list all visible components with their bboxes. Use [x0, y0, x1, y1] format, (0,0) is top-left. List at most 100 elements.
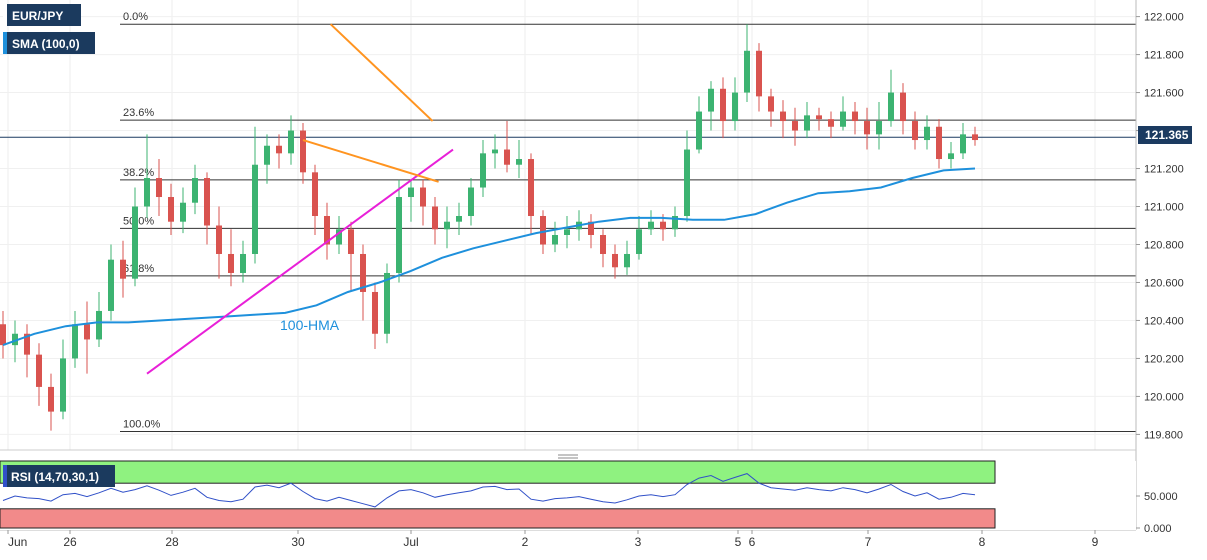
candle-body [612, 253, 618, 268]
candle-body [12, 333, 18, 346]
fib-level-label: 38.2% [123, 167, 154, 179]
pane-resize-handle[interactable] [558, 454, 578, 459]
candle-body [588, 221, 594, 235]
candle-body [372, 291, 378, 334]
candle-body [216, 225, 222, 254]
rsi-label: RSI (14,70,30,1) [11, 470, 99, 484]
candle-body [444, 221, 450, 230]
candle-body [168, 197, 174, 222]
candle-body [636, 229, 642, 254]
candle-body [864, 121, 870, 135]
rsi-line [2, 473, 976, 508]
candle-body [744, 50, 750, 93]
y-tick-label: 120.800 [1144, 239, 1184, 251]
candle-body [756, 50, 762, 97]
candle-body [552, 234, 558, 245]
candle-body [708, 88, 714, 112]
candle-body [144, 178, 150, 207]
candle-body [852, 111, 858, 122]
hma-line [2, 167, 976, 347]
y-tick-label: 122.000 [1144, 12, 1184, 24]
candle-body [108, 259, 114, 311]
candle-body [924, 126, 930, 141]
trendline-lower-orange[interactable] [302, 139, 439, 183]
candle-body [60, 358, 66, 412]
fib-level-label: 100.0% [123, 419, 161, 431]
x-tick-label: 28 [165, 535, 179, 549]
candle-body [888, 92, 894, 122]
candle-body [360, 253, 366, 292]
candle-body [336, 229, 342, 245]
rsi-y-tick-label: 0.000 [1144, 523, 1172, 535]
candle-body [672, 216, 678, 230]
candle-body [252, 164, 258, 254]
candle-body [84, 324, 90, 340]
y-tick-label: 120.000 [1144, 391, 1184, 403]
candle-body [420, 187, 426, 207]
candle-body [720, 88, 726, 122]
candle-body [780, 111, 786, 122]
y-tick-label: 121.600 [1144, 88, 1184, 100]
candle-body [288, 130, 294, 154]
candle-body [468, 187, 474, 217]
candle-body [876, 121, 882, 135]
y-tick-label: 121.000 [1144, 202, 1184, 214]
candle-body [348, 229, 354, 254]
fib-level-label: 50.0% [123, 215, 154, 227]
x-tick-label: 2 [522, 535, 529, 549]
y-tick-label: 121.800 [1144, 50, 1184, 62]
x-tick-label: 7 [865, 535, 872, 549]
sma-tag-bg[interactable] [3, 32, 95, 54]
candle-body [960, 134, 966, 154]
current-price-label: 121.365 [1145, 128, 1189, 142]
candle-body [24, 333, 30, 355]
rsi-overbought-zone [0, 460, 996, 484]
symbol-tag-swatch [3, 4, 7, 26]
candle-body [564, 229, 570, 235]
current-price-tag [1138, 126, 1192, 144]
trendline-upper-orange[interactable] [329, 23, 434, 122]
candle-body [492, 149, 498, 154]
candle-body [312, 172, 318, 217]
y-tick-label: 120.600 [1144, 277, 1184, 289]
y-tick-label: 120.200 [1144, 353, 1184, 365]
candle-body [48, 386, 54, 412]
candle-body [204, 178, 210, 226]
candle-body [480, 153, 486, 188]
x-tick-label: 26 [63, 535, 77, 549]
grid-layer [0, 0, 1136, 530]
candle-body [240, 253, 246, 273]
candle-body [228, 253, 234, 273]
candle-body [300, 130, 306, 173]
candle-body [504, 149, 510, 165]
candle-body [36, 354, 42, 387]
trendline-support-magenta[interactable] [146, 148, 454, 375]
x-tick-label: 9 [1092, 535, 1099, 549]
candle-body [408, 187, 414, 198]
candle-body [456, 216, 462, 222]
rsi-tag-bg[interactable] [3, 465, 115, 487]
candle-body [120, 259, 126, 279]
symbol-tag-bg [3, 4, 81, 26]
candle-body [804, 115, 810, 131]
candle-body [540, 216, 546, 245]
candle-body [132, 206, 138, 279]
candle-body [528, 159, 534, 217]
candle-body [432, 206, 438, 230]
x-tick-label: 6 [749, 535, 756, 549]
candle-body [792, 121, 798, 131]
candle-body [936, 126, 942, 160]
candle-body [684, 149, 690, 217]
candle-body [696, 111, 702, 150]
candle-body [816, 115, 822, 120]
y-tick-label: 120.400 [1144, 315, 1184, 327]
fib-level-label: 61.8% [123, 263, 154, 275]
candle-body [624, 253, 630, 268]
candles-layer [0, 24, 978, 431]
x-tick-label: 3 [635, 535, 642, 549]
candle-body [276, 145, 282, 154]
x-tick-label: Jun [8, 535, 27, 549]
candle-body [264, 145, 270, 165]
